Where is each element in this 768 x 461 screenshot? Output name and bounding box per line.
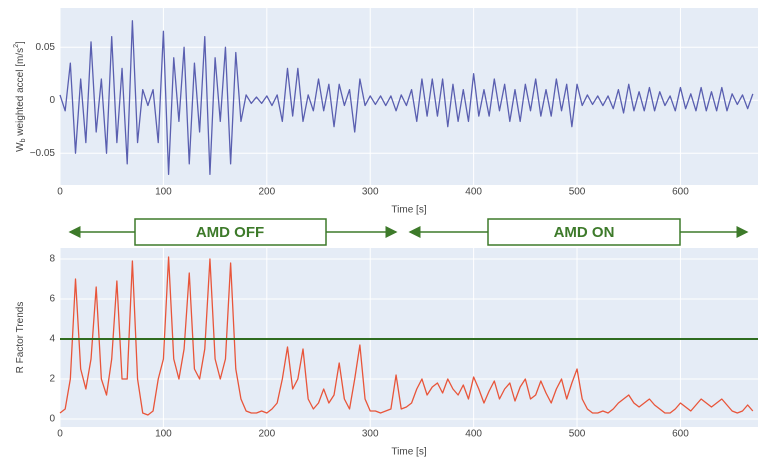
- amd-on-indicator: AMD ON: [408, 218, 749, 246]
- y-axis-title-part: b: [20, 138, 27, 142]
- x-axis-title: Time [s]: [391, 447, 426, 458]
- x-tick-label: 500: [569, 429, 586, 440]
- x-tick-label: 200: [258, 429, 275, 440]
- x-tick-label: 600: [672, 187, 689, 198]
- x-tick-label: 0: [57, 429, 63, 440]
- y-axis-title: Wb weighted accel [m/s2]: [13, 41, 27, 152]
- x-tick-label: 600: [672, 429, 689, 440]
- y-tick-label: 4: [49, 334, 55, 345]
- data-line: [59, 256, 754, 416]
- y-axis-title: R Factor Trends: [15, 302, 26, 374]
- y-tick-label: 2: [49, 374, 55, 385]
- y-tick-label: 0.05: [36, 42, 56, 53]
- annotation: AMD ON: [554, 224, 615, 241]
- annotation: AMD OFF: [196, 224, 264, 241]
- y-tick-label: −0.05: [30, 148, 56, 159]
- amd-off-indicator: AMD OFF: [68, 218, 398, 246]
- x-axis-title: Time [s]: [391, 205, 426, 216]
- y-tick-label: 0: [49, 95, 55, 106]
- x-tick-label: 500: [569, 187, 586, 198]
- data-line: [59, 20, 754, 176]
- x-tick-label: 400: [465, 187, 482, 198]
- x-tick-label: 200: [258, 187, 275, 198]
- plot-area: [60, 248, 758, 427]
- y-axis-title-part: ]: [15, 41, 26, 44]
- x-tick-label: 0: [57, 187, 63, 198]
- y-tick-label: 6: [49, 294, 55, 305]
- y-tick-label: 8: [49, 254, 55, 265]
- y-tick-label: 0: [49, 414, 55, 425]
- y-axis-title-part: W: [15, 142, 26, 152]
- x-tick-label: 300: [362, 429, 379, 440]
- y-axis-title-part: weighted accel [m/s: [15, 48, 26, 139]
- x-tick-label: 100: [155, 187, 172, 198]
- y-axis-title-part: 2: [13, 44, 20, 48]
- x-tick-label: 100: [155, 429, 172, 440]
- y-axis-title-part: R Factor Trends: [15, 302, 26, 374]
- x-tick-label: 300: [362, 187, 379, 198]
- x-tick-label: 400: [465, 429, 482, 440]
